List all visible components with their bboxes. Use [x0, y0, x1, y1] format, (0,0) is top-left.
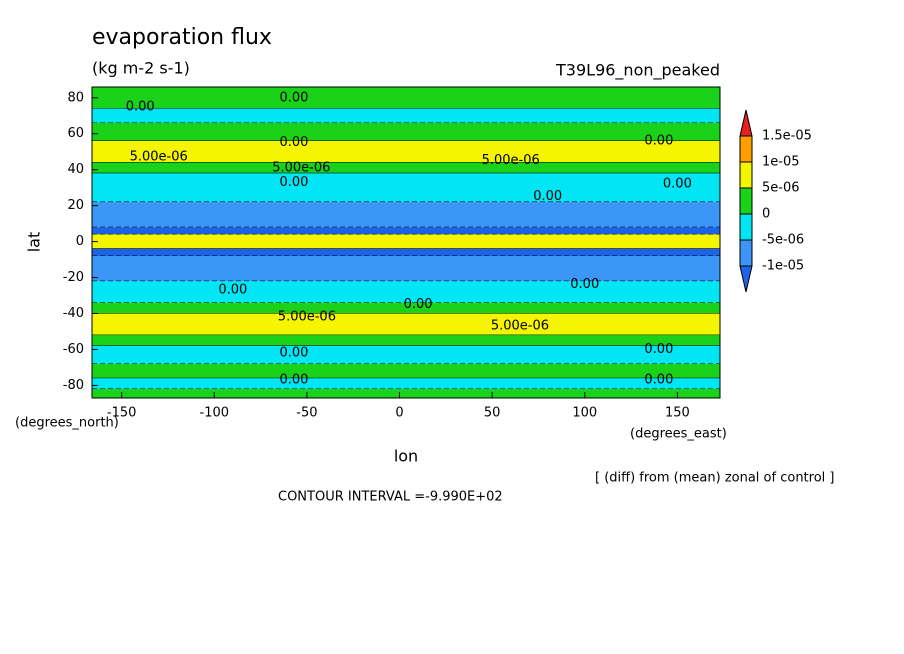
y-tick-label: -80 [63, 378, 84, 393]
colorbar-label: -5e-06 [762, 233, 804, 248]
contour-label: 5.00e-06 [272, 160, 330, 175]
x-tick-label: 50 [484, 406, 501, 421]
contour-label: 0.00 [663, 177, 692, 192]
contour-label: 0.00 [279, 373, 308, 388]
contour-label: 0.00 [218, 283, 247, 298]
y-tick-label: 40 [67, 162, 84, 177]
colorbar-label: 1e-05 [762, 155, 800, 170]
contour-label: 0.00 [570, 277, 599, 292]
contour-label: 5.00e-06 [482, 153, 540, 168]
x-axis-label: lon [394, 447, 418, 466]
contour-label: 0.00 [279, 135, 308, 150]
colorbar-box [739, 187, 753, 215]
contour-band [92, 281, 720, 303]
x-tick-label: 150 [665, 406, 690, 421]
contour-band [92, 335, 720, 346]
x-tick-label: 100 [572, 406, 597, 421]
colorbar-label: 1.5e-05 [762, 129, 812, 144]
contour-label: 0.00 [279, 346, 308, 361]
colorbar-box [739, 213, 753, 241]
y-tick-label: 60 [67, 126, 84, 141]
colorbar-box [739, 161, 753, 189]
colorbar-high [739, 109, 753, 137]
contour-label: 5.00e-06 [491, 319, 549, 334]
y-units: (degrees_north) [15, 416, 119, 431]
colorbar-box [739, 239, 753, 267]
colorbar-box [739, 135, 753, 163]
colorbar-low [739, 265, 753, 293]
contour-label: 0.00 [404, 297, 433, 312]
contour-band [92, 140, 720, 163]
contour-band [92, 122, 720, 141]
y-axis-label: lat [25, 232, 44, 253]
contour-label: 0.00 [126, 99, 155, 114]
chart-title: evaporation flux [92, 25, 272, 50]
contour-band [92, 378, 720, 390]
contour-band [92, 173, 720, 203]
y-tick-label: -40 [63, 306, 84, 321]
x-tick-label: -150 [107, 406, 137, 421]
units: (kg m-2 s-1) [92, 59, 190, 78]
contour-band [92, 227, 720, 235]
subtitle: T39L96_non_peaked [555, 61, 720, 81]
contour-label: 0.00 [279, 90, 308, 105]
contour-label: 0.00 [644, 133, 673, 148]
y-tick-label: -20 [63, 270, 84, 285]
contour-band [92, 202, 720, 228]
contour-band [92, 363, 720, 379]
y-tick-label: 80 [67, 90, 84, 105]
contour-label: 0.00 [644, 373, 673, 388]
x-tick-label: 0 [395, 406, 403, 421]
contour-band [92, 345, 720, 364]
contour-band [92, 313, 720, 336]
contour-band [92, 87, 720, 109]
y-tick-label: 20 [67, 198, 84, 213]
x-tick-label: -50 [296, 406, 317, 421]
contour-label: 0.00 [644, 342, 673, 357]
contour-band [92, 302, 720, 314]
contour-band [92, 234, 720, 249]
contour-band [92, 248, 720, 256]
colorbar-label: 0 [762, 207, 770, 222]
contour-label: 5.00e-06 [278, 310, 336, 325]
contour-band [92, 255, 720, 282]
x-tick-label: -100 [200, 406, 230, 421]
contour-band [92, 108, 720, 123]
contour-label: 0.00 [533, 189, 562, 204]
x-units: (degrees_east) [630, 427, 727, 442]
colorbar-label: 5e-06 [762, 181, 800, 196]
contour-label: 0.00 [279, 175, 308, 190]
note: [ (diff) from (mean) zonal of control ] [595, 471, 834, 486]
footer: CONTOUR INTERVAL =-9.990E+02 [278, 490, 503, 505]
contour-label: 5.00e-06 [130, 150, 188, 165]
colorbar-label: -1e-05 [762, 259, 804, 274]
contour-band [92, 389, 720, 398]
y-tick-label: -60 [63, 342, 84, 357]
y-tick-label: 0 [76, 234, 84, 249]
contour-band [92, 162, 720, 174]
plot-frame [91, 86, 721, 399]
